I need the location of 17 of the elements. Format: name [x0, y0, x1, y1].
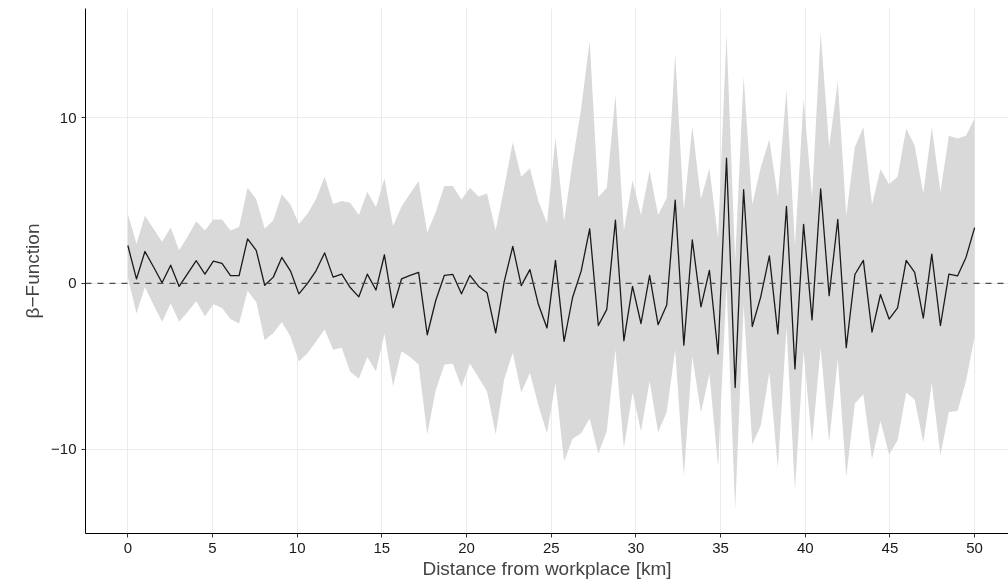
x-tick-label: 15: [373, 538, 391, 556]
line-series: [127, 157, 976, 389]
y-tick-label: 10: [59, 108, 77, 126]
x-tick-label: 0: [123, 538, 133, 556]
x-tick-label: 40: [796, 538, 814, 556]
x-tick-label: 30: [627, 538, 645, 556]
y-axis-title: β−Function: [22, 223, 44, 319]
x-tick-label: 5: [208, 538, 217, 556]
y-tick-label: −10: [51, 440, 77, 458]
y-tick-label: 0: [68, 274, 77, 292]
x-tick-label: 20: [458, 538, 475, 556]
x-tick-label: 10: [288, 538, 306, 556]
x-axis-title: Distance from workplace [km]: [422, 557, 672, 579]
x-tick-label: 35: [712, 538, 729, 556]
x-tick-label: 50: [966, 538, 983, 556]
x-tick-label: 45: [881, 538, 899, 556]
x-tick-label: 25: [542, 538, 560, 556]
